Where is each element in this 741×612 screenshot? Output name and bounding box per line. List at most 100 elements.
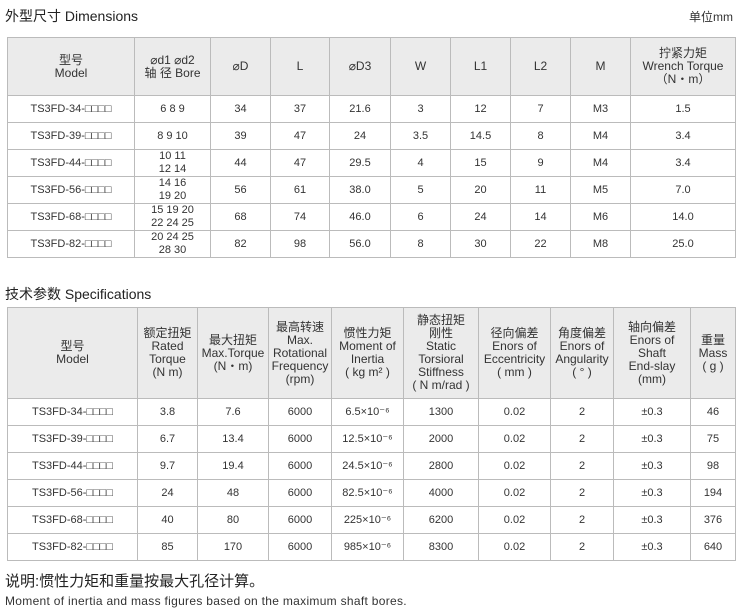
value-cell: 2: [550, 479, 614, 507]
column-header: 惯性力矩 Moment of Inertia ( kg m² ): [331, 307, 404, 399]
value-cell: 3.8: [137, 398, 198, 426]
value-cell: 376: [690, 506, 736, 534]
column-header: 重量 Mass ( g ): [690, 307, 736, 399]
value-cell: 12: [450, 95, 511, 123]
value-cell: 0.02: [478, 479, 551, 507]
value-cell: 75: [690, 425, 736, 453]
value-cell: 74: [270, 203, 330, 231]
value-cell: 24.5×10⁻⁶: [331, 452, 404, 480]
model-cell: TS3FD-39-□□□□: [7, 425, 138, 453]
value-cell: 3: [390, 95, 451, 123]
value-cell: 1300: [403, 398, 479, 426]
value-cell: 44: [210, 149, 271, 177]
value-cell: 0.02: [478, 533, 551, 561]
value-cell: 3.4: [630, 122, 736, 150]
table-row: TS3FD-39-□□□□ 6.7 13.4 6000 12.5×10⁻⁶ 2000 0.0…: [7, 425, 736, 453]
value-cell: 6 8 9: [134, 95, 211, 123]
value-cell: 8: [390, 230, 451, 258]
value-cell: 2: [550, 506, 614, 534]
model-cell: TS3FD-82-□□□□: [7, 230, 135, 258]
model-cell: TS3FD-39-□□□□: [7, 122, 135, 150]
value-cell: M5: [570, 176, 631, 204]
value-cell: 225×10⁻⁶: [331, 506, 404, 534]
value-cell: M8: [570, 230, 631, 258]
column-header: ⌀d1 ⌀d2 轴 径 Bore: [134, 37, 211, 96]
value-cell: 6.7: [137, 425, 198, 453]
column-header: M: [570, 37, 631, 96]
value-cell: 13.4: [197, 425, 269, 453]
model-cell: TS3FD-68-□□□□: [7, 506, 138, 534]
value-cell: 37: [270, 95, 330, 123]
column-header: 额定扭矩 Rated Torque (N m): [137, 307, 198, 399]
value-cell: 7.0: [630, 176, 736, 204]
specifications-table: 型号 Model 额定扭矩 Rated Torque (N m) 最大扭矩 Max.…: [7, 307, 736, 561]
value-cell: 14 16 19 20: [134, 176, 211, 204]
model-cell: TS3FD-34-□□□□: [7, 95, 135, 123]
model-cell: TS3FD-68-□□□□: [7, 203, 135, 231]
value-cell: 24: [450, 203, 511, 231]
value-cell: 8300: [403, 533, 479, 561]
value-cell: 2: [550, 452, 614, 480]
value-cell: 2: [550, 425, 614, 453]
value-cell: 29.5: [329, 149, 391, 177]
value-cell: M4: [570, 122, 631, 150]
value-cell: 85: [137, 533, 198, 561]
value-cell: 3.5: [390, 122, 451, 150]
value-cell: 20: [450, 176, 511, 204]
value-cell: 8: [510, 122, 571, 150]
value-cell: 6.5×10⁻⁶: [331, 398, 404, 426]
value-cell: 56.0: [329, 230, 391, 258]
column-header: 最高转速 Max. Rotational Frequency (rpm): [268, 307, 332, 399]
model-cell: TS3FD-56-□□□□: [7, 176, 135, 204]
table-row: TS3FD-82-□□□□ 85 170 6000 985×10⁻⁶ 8300 0.02 2 ±…: [7, 533, 736, 561]
value-cell: 6000: [268, 479, 332, 507]
value-cell: ±0.3: [613, 425, 691, 453]
dimensions-table: 型号 Model ⌀d1 ⌀d2 轴 径 Bore ⌀D L ⌀D3 W L1 L2 M 拧紧力矩…: [7, 37, 736, 258]
column-header: 静态扭矩 刚性 Static Torsioral Stiffness ( N m…: [403, 307, 479, 399]
value-cell: 9.7: [137, 452, 198, 480]
value-cell: 80: [197, 506, 269, 534]
model-cell: TS3FD-82-□□□□: [7, 533, 138, 561]
value-cell: 2000: [403, 425, 479, 453]
value-cell: 5: [390, 176, 451, 204]
value-cell: 24: [329, 122, 391, 150]
note-chinese: 说明:惯性力矩和重量按最大孔径计算。: [5, 573, 265, 590]
note-english: Moment of inertia and mass figures based…: [5, 594, 407, 608]
value-cell: 48: [197, 479, 269, 507]
value-cell: ±0.3: [613, 452, 691, 480]
value-cell: 40: [137, 506, 198, 534]
value-cell: 6000: [268, 425, 332, 453]
table-row: TS3FD-56-□□□□ 24 48 6000 82.5×10⁻⁶ 4000 0.02 2 ±…: [7, 479, 736, 507]
model-cell: TS3FD-44-□□□□: [7, 149, 135, 177]
value-cell: 7.6: [197, 398, 269, 426]
value-cell: 21.6: [329, 95, 391, 123]
table-row: TS3FD-56-□□□□ 14 16 19 20 56 61 38.0 5 20 11 M5 7…: [7, 176, 736, 204]
value-cell: ±0.3: [613, 479, 691, 507]
value-cell: 4: [390, 149, 451, 177]
value-cell: 19.4: [197, 452, 269, 480]
column-header: L: [270, 37, 330, 96]
value-cell: 194: [690, 479, 736, 507]
value-cell: 2: [550, 533, 614, 561]
value-cell: ±0.3: [613, 506, 691, 534]
value-cell: 20 24 25 28 30: [134, 230, 211, 258]
model-cell: TS3FD-44-□□□□: [7, 452, 138, 480]
value-cell: 24: [137, 479, 198, 507]
value-cell: 7: [510, 95, 571, 123]
value-cell: 14: [510, 203, 571, 231]
value-cell: 640: [690, 533, 736, 561]
value-cell: 8 9 10: [134, 122, 211, 150]
table-row: TS3FD-39-□□□□ 8 9 10 39 47 24 3.5 14.5 8 M4 3.4: [7, 122, 736, 150]
table-row: TS3FD-34-□□□□ 6 8 9 34 37 21.6 3 12 7 M3 1.5: [7, 95, 736, 123]
column-header: L1: [450, 37, 511, 96]
value-cell: 10 11 12 14: [134, 149, 211, 177]
value-cell: 4000: [403, 479, 479, 507]
value-cell: 15 19 20 22 24 25: [134, 203, 211, 231]
value-cell: 14.0: [630, 203, 736, 231]
model-cell: TS3FD-34-□□□□: [7, 398, 138, 426]
column-header: 最大扭矩 Max.Torque (N・m): [197, 307, 269, 399]
column-header: 径向偏差 Enors of Eccentricity ( mm ): [478, 307, 551, 399]
value-cell: 39: [210, 122, 271, 150]
value-cell: 22: [510, 230, 571, 258]
value-cell: M3: [570, 95, 631, 123]
